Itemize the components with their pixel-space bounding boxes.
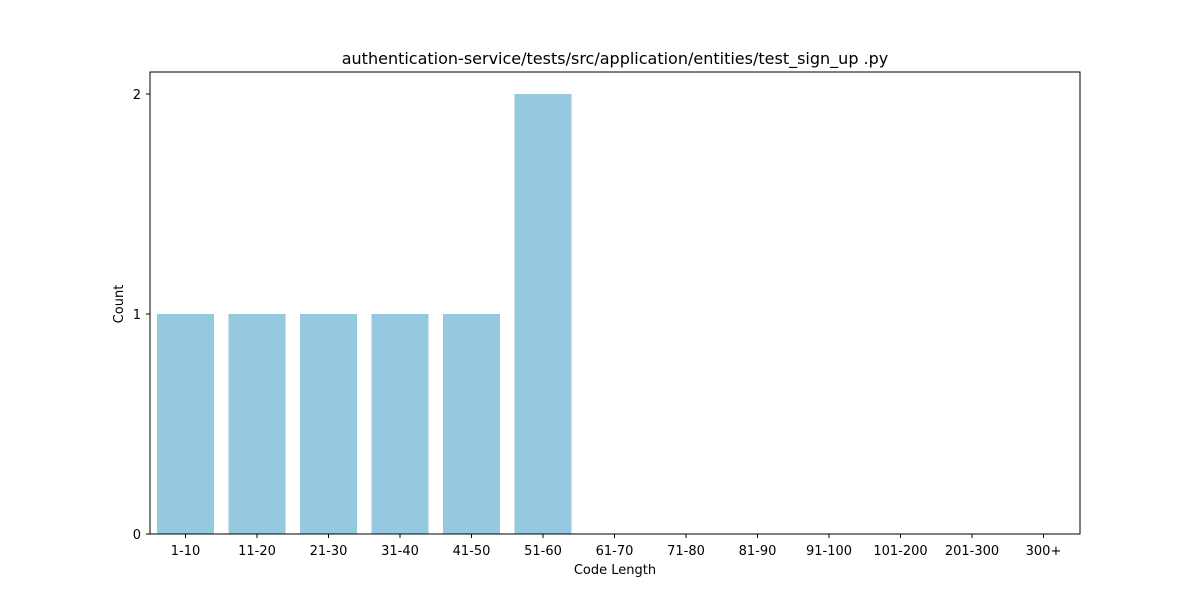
y-tick-label: 1 [133,308,141,323]
x-tick-label: 71-80 [667,544,705,559]
bar-21-30 [300,314,357,534]
x-tick-label: 11-20 [238,544,276,559]
bar-11-20 [228,314,286,534]
x-axis-label: Code Length [574,563,656,578]
y-axis-label: Count [112,285,127,324]
x-tick-label: 81-90 [739,544,777,559]
bar-1-10 [157,314,214,534]
x-tick-label: 91-100 [806,544,852,559]
x-tick-label: 41-50 [453,544,491,559]
plot-frame [149,71,1081,535]
x-tick-label: 21-30 [310,544,348,559]
chart-title: authentication-service/tests/src/applica… [342,49,889,69]
x-tick-label: 201-300 [945,544,999,559]
x-tick-label: 61-70 [596,544,634,559]
bar-31-40 [371,314,429,534]
bar-51-60 [514,94,572,534]
x-tick-label: 31-40 [381,544,419,559]
y-tick-label: 0 [133,528,141,543]
x-tick-label: 51-60 [524,544,562,559]
bar-41-50 [443,314,500,534]
x-axis-ticks: 1-10 11-20 21-30 31-40 41-50 51-60 61-70 71-80 8… [171,534,1062,559]
y-axis-ticks: 0 1 2 [133,88,150,543]
bars-layer [157,94,572,534]
x-tick-label: 1-10 [171,544,201,559]
x-tick-label: 101-200 [873,544,927,559]
y-tick-label: 2 [133,88,141,103]
x-tick-label: 300+ [1026,544,1062,559]
